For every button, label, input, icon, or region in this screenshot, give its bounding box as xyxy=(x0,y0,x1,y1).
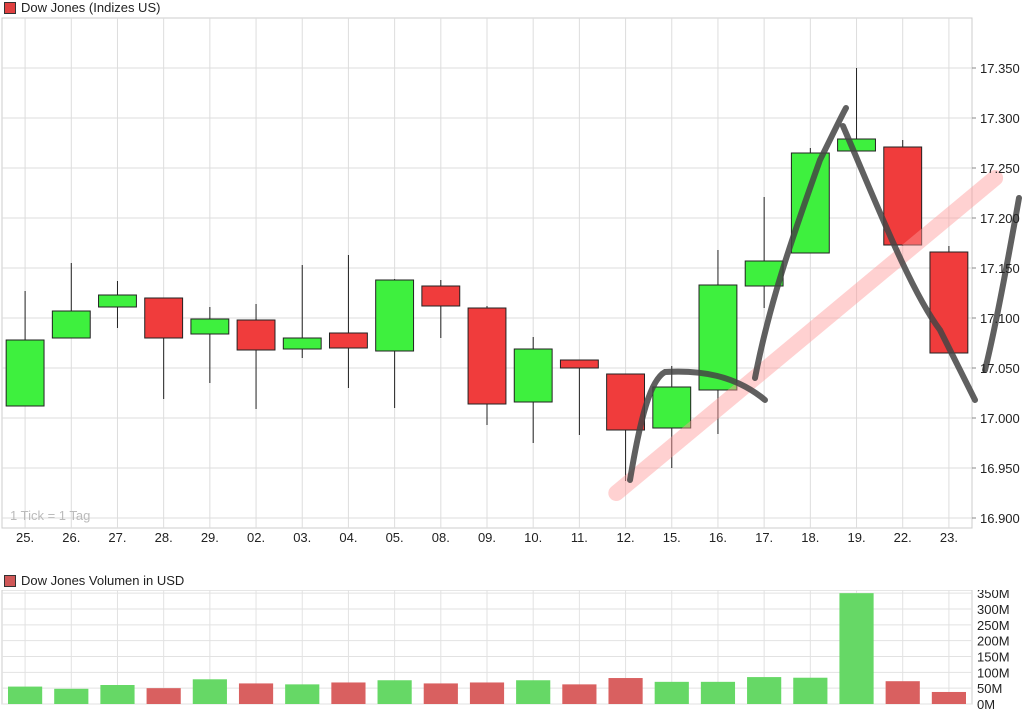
volume-y-tick-label: 250M xyxy=(977,618,1010,633)
price-x-tick-label: 12. xyxy=(617,530,635,545)
price-x-tick-label: 04. xyxy=(339,530,357,545)
price-chart: 16.90016.95017.00017.05017.10017.15017.2… xyxy=(1,17,1022,545)
price-y-tick-label: 17.250 xyxy=(980,161,1020,176)
price-y-tick-label: 17.200 xyxy=(980,211,1020,226)
volume-bar xyxy=(839,593,874,704)
price-x-tick-label: 22. xyxy=(894,530,912,545)
price-y-tick-label: 17.150 xyxy=(980,261,1020,276)
volume-bar xyxy=(146,688,181,704)
candle-body xyxy=(98,294,137,308)
candle-body xyxy=(421,285,461,307)
candle-body xyxy=(837,138,876,152)
price-y-tick-label: 16.950 xyxy=(980,461,1020,476)
volume-bar xyxy=(54,688,89,704)
sketch-stroke xyxy=(982,195,1022,373)
candle-body xyxy=(929,251,969,354)
price-x-tick-label: 17. xyxy=(755,530,773,545)
candle-body xyxy=(236,319,276,351)
candle-body xyxy=(467,307,507,405)
price-x-tick-label: 18. xyxy=(801,530,819,545)
price-x-tick-label: 28. xyxy=(155,530,173,545)
candle-body xyxy=(51,310,91,339)
price-x-tick-label: 03. xyxy=(293,530,311,545)
volume-bars xyxy=(8,593,966,704)
volume-y-tick-label: 100M xyxy=(977,665,1010,680)
volume-bar xyxy=(377,680,412,704)
price-x-tick-label: 29. xyxy=(201,530,219,545)
candle-body xyxy=(513,348,553,403)
volume-bar xyxy=(608,678,643,704)
price-x-tick-label: 08. xyxy=(432,530,450,545)
volume-legend-swatch xyxy=(4,574,16,587)
price-grid xyxy=(1,17,973,529)
price-x-tick-label: 19. xyxy=(847,530,865,545)
volume-y-tick-label: 0M xyxy=(977,697,995,712)
price-y-tick-label: 17.350 xyxy=(980,61,1020,76)
price-x-tick-label: 05. xyxy=(386,530,404,545)
price-x-tick-label: 25. xyxy=(16,530,34,545)
candle-body xyxy=(559,359,599,369)
volume-y-tick-label: 300M xyxy=(977,602,1010,617)
price-candles xyxy=(5,68,1022,501)
price-y-tick-label: 16.900 xyxy=(980,511,1020,526)
volume-bar xyxy=(654,681,689,704)
price-y-tick-label: 17.050 xyxy=(980,361,1020,376)
price-x-tick-label: 02. xyxy=(247,530,265,545)
price-y-tick-label: 17.000 xyxy=(980,411,1020,426)
volume-bar xyxy=(700,681,736,704)
volume-chart-title: Dow Jones Volumen in USD xyxy=(21,573,185,588)
price-x-ticks: 25. 26. 27. 28. 29. 02. 03. 04. 05. 08. 09. 10. 11. 1… xyxy=(16,530,958,545)
price-x-tick-label: 11. xyxy=(571,530,588,545)
volume-bar xyxy=(469,682,505,704)
volume-bar xyxy=(285,684,320,704)
price-y-tick-label: 17.100 xyxy=(980,311,1020,326)
volume-bar xyxy=(423,683,458,704)
sketch-stroke xyxy=(627,368,768,483)
price-legend-swatch xyxy=(4,1,16,14)
volume-bar xyxy=(100,685,135,704)
volume-bar xyxy=(562,684,597,704)
volume-bar xyxy=(331,682,366,704)
volume-bar xyxy=(931,691,966,704)
volume-y-tick-label: 350M xyxy=(977,590,1010,601)
sketch-stroke xyxy=(752,105,849,381)
sketch-stroke xyxy=(840,123,978,403)
volume-legend: Dow Jones Volumen in USD xyxy=(4,573,184,588)
candle-body xyxy=(375,279,415,352)
price-x-tick-label: 26. xyxy=(62,530,80,545)
volume-y-tick-label: 150M xyxy=(977,650,1010,665)
price-legend: Dow Jones (Indizes US) xyxy=(4,0,160,15)
price-x-tick-label: 15. xyxy=(663,530,681,545)
candle-body xyxy=(790,152,830,254)
volume-bar xyxy=(747,677,782,704)
price-x-tick-label: 09. xyxy=(478,530,496,545)
price-x-tick-label: 10. xyxy=(524,530,542,545)
volume-bar xyxy=(8,686,43,704)
volume-bar xyxy=(885,681,920,704)
price-x-tick-label: 16. xyxy=(709,530,727,545)
price-chart-title: Dow Jones (Indizes US) xyxy=(21,0,161,15)
candle-body xyxy=(328,332,368,349)
candle-body xyxy=(606,373,646,431)
price-x-tick-label: 23. xyxy=(940,530,958,545)
volume-bar xyxy=(192,679,227,704)
price-y-ticks: 16.900 16.950 17.000 17.050 17.100 17.150 17.2… xyxy=(972,61,1020,526)
volume-y-tick-label: 200M xyxy=(977,634,1010,649)
tick-note: 1 Tick = 1 Tag xyxy=(10,508,90,523)
candle-body xyxy=(652,386,692,429)
volume-y-tick-label: 50M xyxy=(977,681,1002,696)
candle-body xyxy=(5,339,45,407)
price-x-tick-label: 27. xyxy=(108,530,126,545)
volume-bar xyxy=(793,677,828,704)
volume-bar xyxy=(516,680,551,704)
volume-bar xyxy=(238,683,274,704)
price-y-tick-label: 17.300 xyxy=(980,111,1020,126)
trendline xyxy=(608,170,1004,501)
candle-body xyxy=(144,297,184,339)
candle-body xyxy=(190,318,230,335)
candle-body xyxy=(282,337,322,350)
